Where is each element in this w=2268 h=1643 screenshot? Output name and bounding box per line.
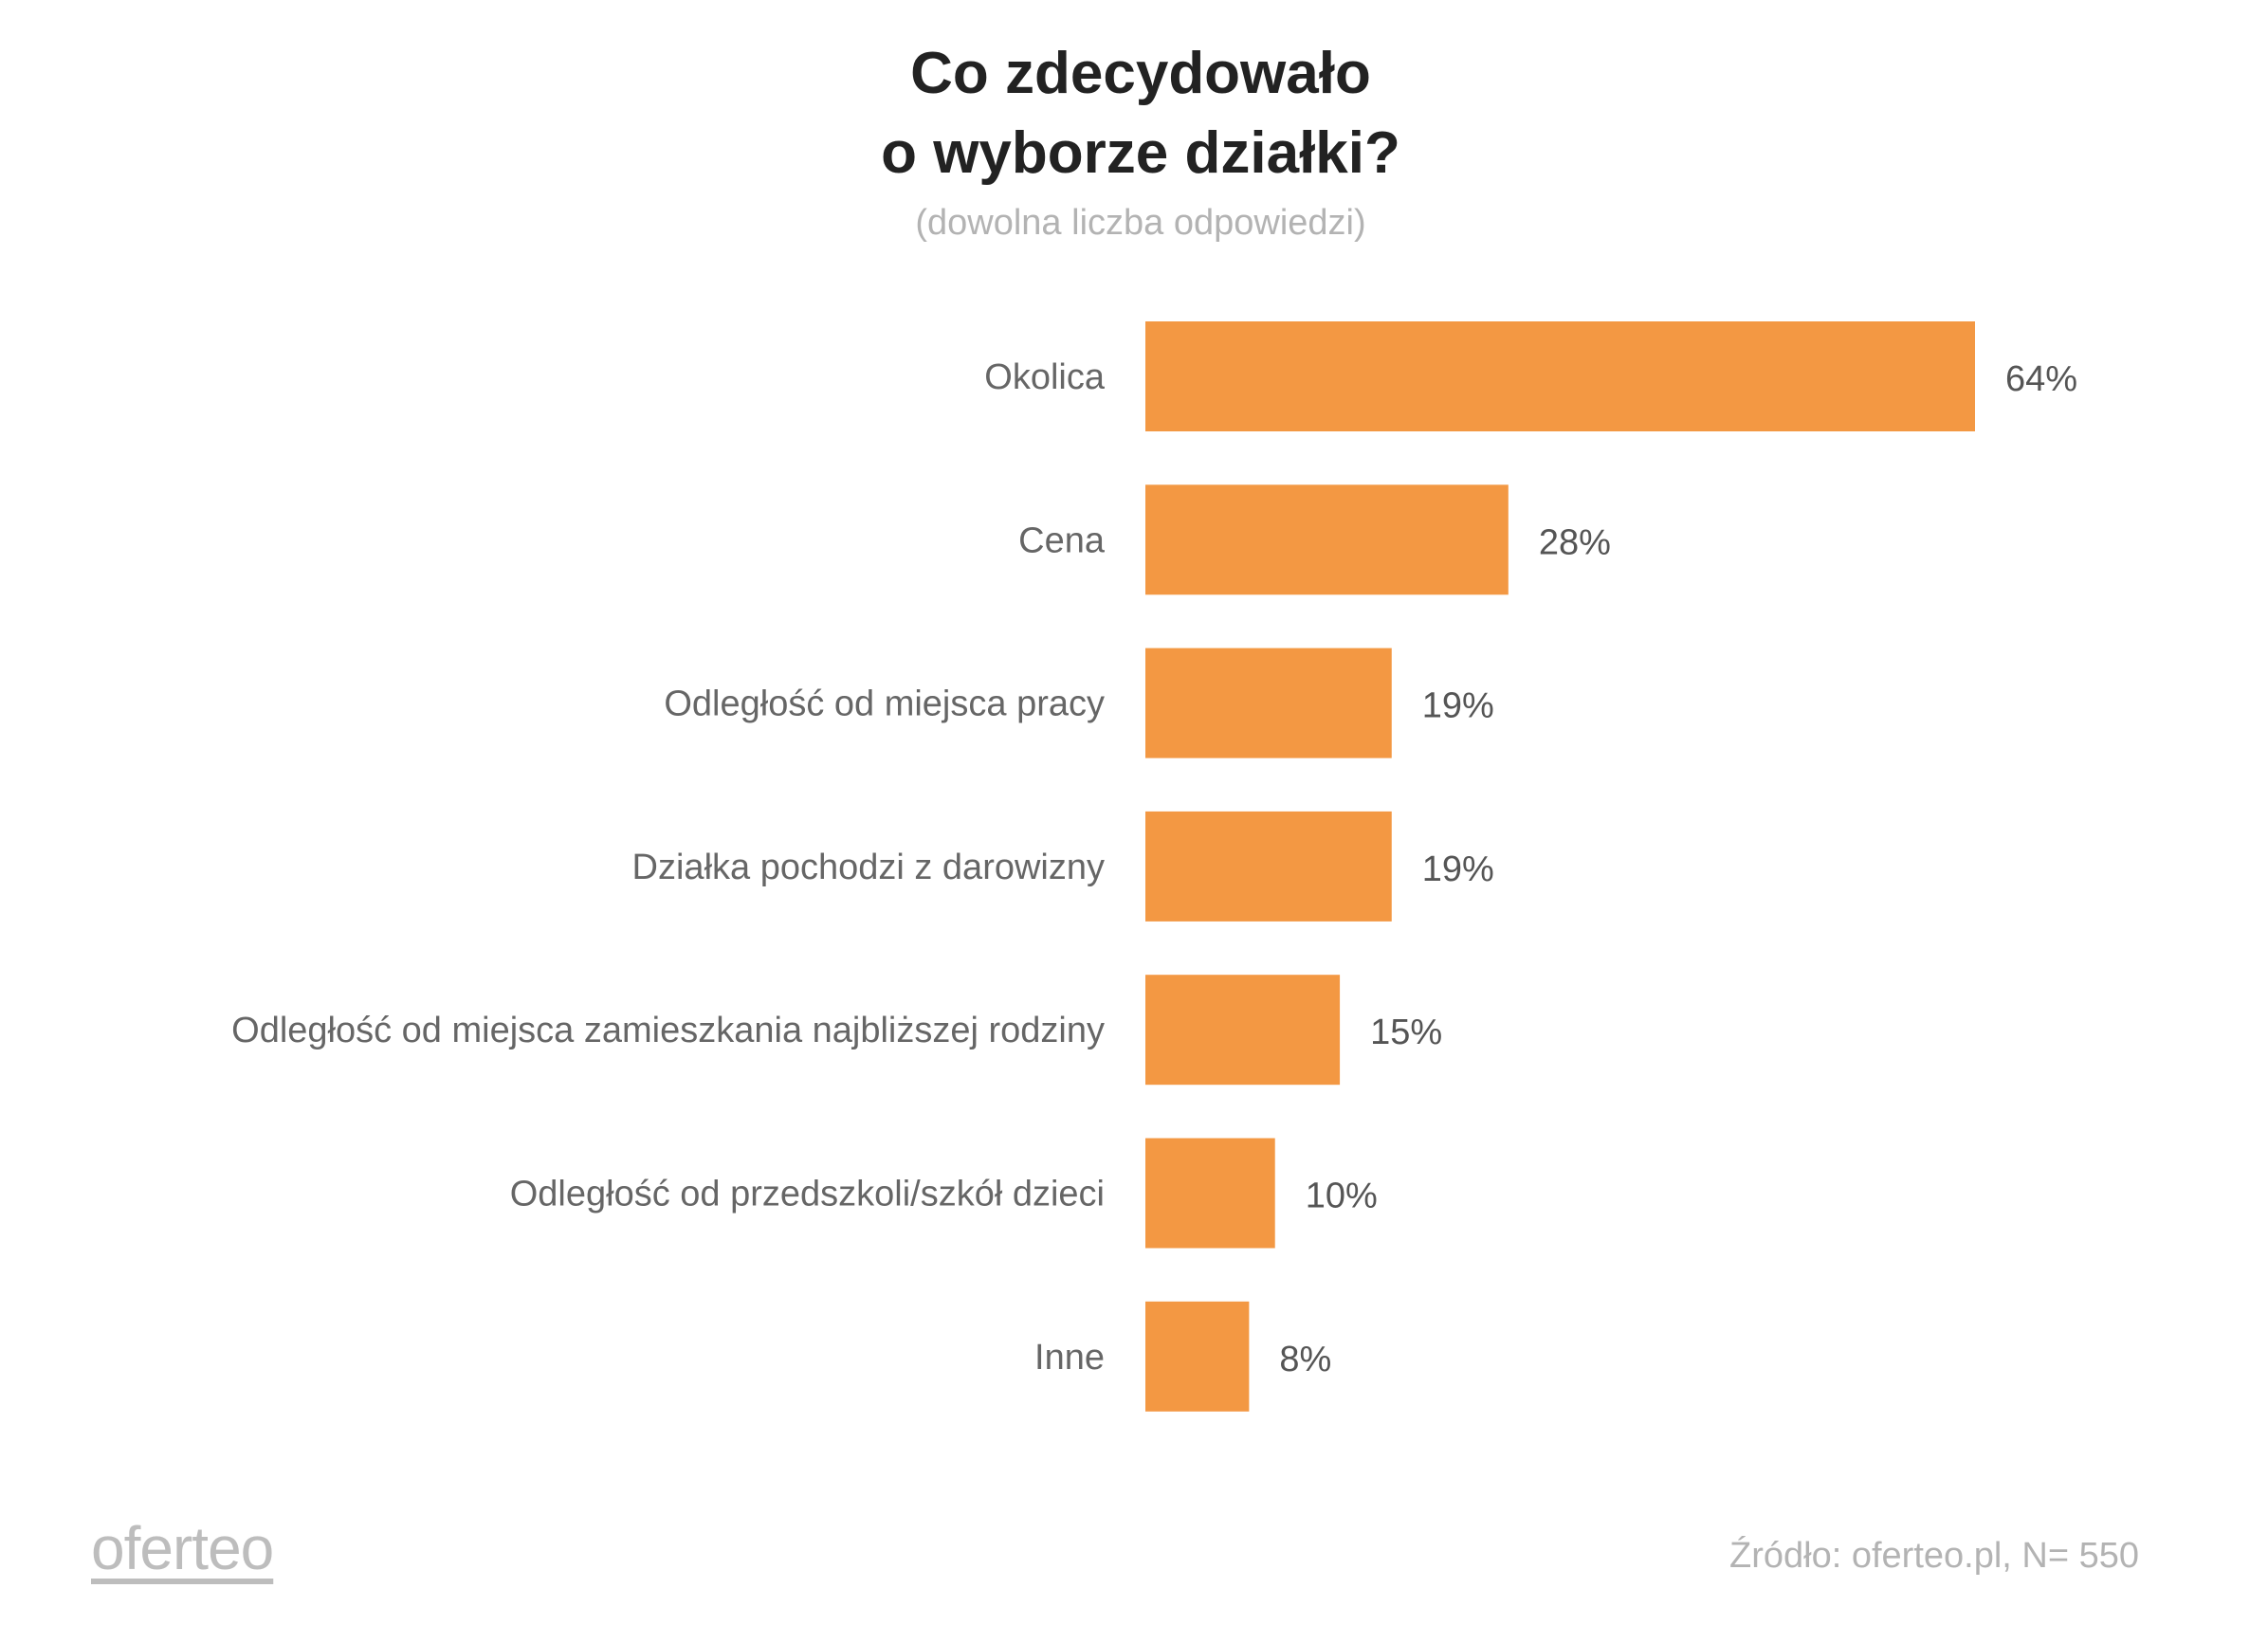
category-label: Działka pochodzi z darowizny xyxy=(632,848,1105,887)
bar-2 xyxy=(1145,648,1392,758)
category-label: Cena xyxy=(1018,520,1106,560)
oferteo-logo: oferteo xyxy=(91,1513,274,1583)
value-label: 15% xyxy=(1370,1013,1442,1052)
chart-title-line-1: Co zdecydowało xyxy=(910,41,1371,106)
bar-3 xyxy=(1145,811,1392,922)
source-note: Źródło: oferteo.pl, N= 550 xyxy=(1729,1536,2139,1576)
bar-1 xyxy=(1145,484,1509,595)
value-label: 19% xyxy=(1422,686,1494,726)
logo-text: oferteo xyxy=(91,1514,274,1582)
category-label: Inne xyxy=(1034,1338,1105,1378)
value-label: 8% xyxy=(1279,1340,1331,1379)
chart-subtitle: (dowolna liczba odpowiedzi) xyxy=(915,203,1366,243)
value-label: 28% xyxy=(1539,522,1611,562)
bar-5 xyxy=(1145,1138,1275,1249)
bar-4 xyxy=(1145,975,1341,1086)
category-label: Okolica xyxy=(984,357,1106,397)
chart-title-line-2: o wyborze działki? xyxy=(881,120,1400,186)
value-label: 10% xyxy=(1306,1177,1378,1216)
value-label: 64% xyxy=(2005,359,2077,399)
bar-0 xyxy=(1145,321,1975,431)
category-label: Odległość od przedszkoli/szkół dzieci xyxy=(510,1175,1105,1214)
bar-6 xyxy=(1145,1301,1250,1412)
value-label: 19% xyxy=(1422,849,1494,889)
category-label: Odległość od miejsca zamieszkania najbli… xyxy=(231,1011,1105,1050)
category-label: Odległość od miejsca pracy xyxy=(664,685,1105,724)
chart-title: Co zdecydowało o wyborze działki? xyxy=(0,34,2268,193)
